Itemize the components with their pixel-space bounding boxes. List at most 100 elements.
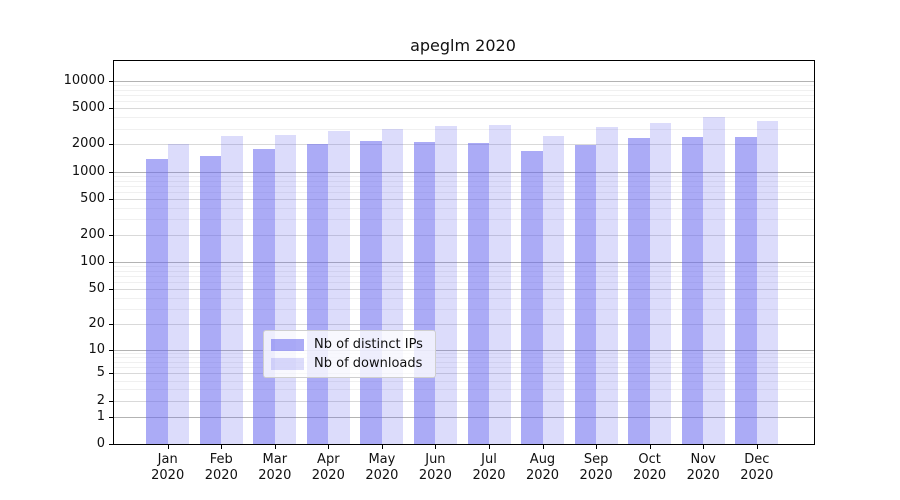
gridline-major [114,199,814,200]
gridline-minor [114,117,814,119]
y-tick-mark [109,199,114,200]
x-tick-mark [489,444,490,449]
bar-distinct-ips [413,141,436,444]
gridline-minor [114,185,814,187]
gridline-minor [114,276,814,277]
y-tick-mark [109,349,114,351]
gridline-major [114,262,814,264]
gridline-minor [114,282,814,283]
x-tick-label: Jul 2020 [472,452,506,483]
y-tick-mark [109,289,114,291]
bar-downloads [221,135,243,444]
gridline-minor [114,219,814,221]
x-tick-mark [649,444,651,449]
y-tick-mark [109,416,114,418]
bar-downloads [542,135,564,444]
legend: Nb of distinct IPs Nb of downloads [263,330,436,378]
gridline-minor [114,389,814,391]
chart-title: apeglm 2020 [410,36,516,55]
gridline-minor [114,357,814,359]
y-tick-mark [109,324,114,325]
bar-downloads [489,125,511,444]
x-tick-mark [167,444,169,449]
y-tick-label: 50 [88,281,105,297]
y-tick-mark [109,81,114,82]
legend-row-downloads: Nb of downloads [271,356,423,371]
gridline-major [114,400,814,402]
y-tick-label: 2000 [71,136,105,152]
gridline-minor [114,207,814,209]
x-tick-mark [274,444,276,449]
bar-distinct-ips [574,145,597,444]
y-tick-mark [109,444,114,445]
legend-row-distinct-ips: Nb of distinct IPs [271,337,423,352]
gridline-major [114,81,814,82]
y-tick-label: 1000 [71,163,105,179]
x-tick-label: Nov 2020 [686,452,720,483]
bar-distinct-ips [306,144,329,444]
bar-distinct-ips [199,155,222,444]
y-tick-mark [109,144,114,146]
bar-downloads [167,144,190,444]
bar-distinct-ips [146,158,168,444]
bar-downloads [274,134,297,444]
x-tick-label: Mar 2020 [258,452,292,483]
gridline-major [114,349,814,351]
gridline-minor [114,297,814,299]
y-tick-label: 200 [80,227,105,242]
x-tick-label: Sep 2020 [579,452,613,483]
gridline-major [114,324,814,325]
gridline-minor [114,353,814,355]
gridline-minor [114,380,814,382]
x-tick-label: Apr 2020 [311,452,345,483]
x-tick-label: Jun 2020 [418,452,452,483]
x-tick-mark [221,444,223,449]
x-tick-label: Feb 2020 [204,452,238,483]
x-tick-label: May 2020 [365,452,399,483]
y-tick-label: 5000 [71,100,105,116]
plot-area: Jan 2020 Feb 2020 Mar 2020 Apr 2020 May 2020… [64,60,815,483]
bar-distinct-ips [521,150,543,444]
gridline-minor [114,180,814,182]
y-tick-label: 1 [96,408,105,424]
gridline-major [114,289,814,291]
y-tick-label: 20 [88,316,105,331]
y-tick-label: 500 [80,191,105,206]
gridline-minor [114,85,814,87]
gridline-minor [114,270,814,272]
gridline-minor [114,89,814,91]
y-tick-mark [109,171,114,173]
bar-downloads [435,125,457,444]
legend-label-downloads: Nb of downloads [314,356,423,371]
y-tick-mark [109,400,114,402]
gridline-minor [114,266,814,268]
bar-distinct-ips [735,136,757,444]
gridline-major [114,171,814,173]
bar-downloads [381,129,404,444]
gridline-major [114,235,814,236]
bar-downloads [703,117,725,444]
x-tick-mark [756,444,758,449]
gridline-minor [114,367,814,369]
legend-swatch-downloads [271,357,304,370]
gridline-major [114,373,814,375]
bar-downloads [328,131,350,444]
bar-downloads [649,123,672,444]
x-tick-mark [435,444,437,449]
gridline-minor [114,101,814,103]
bar-distinct-ips [681,136,704,444]
y-tick-mark [109,108,114,110]
gridline-minor [114,175,814,177]
gridline-minor [114,95,814,97]
bar-downloads [756,120,779,444]
x-tick-mark [542,444,544,449]
y-tick-mark [109,262,114,264]
bar-distinct-ips [628,138,650,444]
y-tick-mark [109,235,114,236]
legend-swatch-distinct-ips [271,338,304,351]
gridline-minor [114,308,814,310]
x-tick-label: Dec 2020 [740,452,774,483]
gridline-minor [114,128,814,130]
bar-distinct-ips [253,148,275,444]
